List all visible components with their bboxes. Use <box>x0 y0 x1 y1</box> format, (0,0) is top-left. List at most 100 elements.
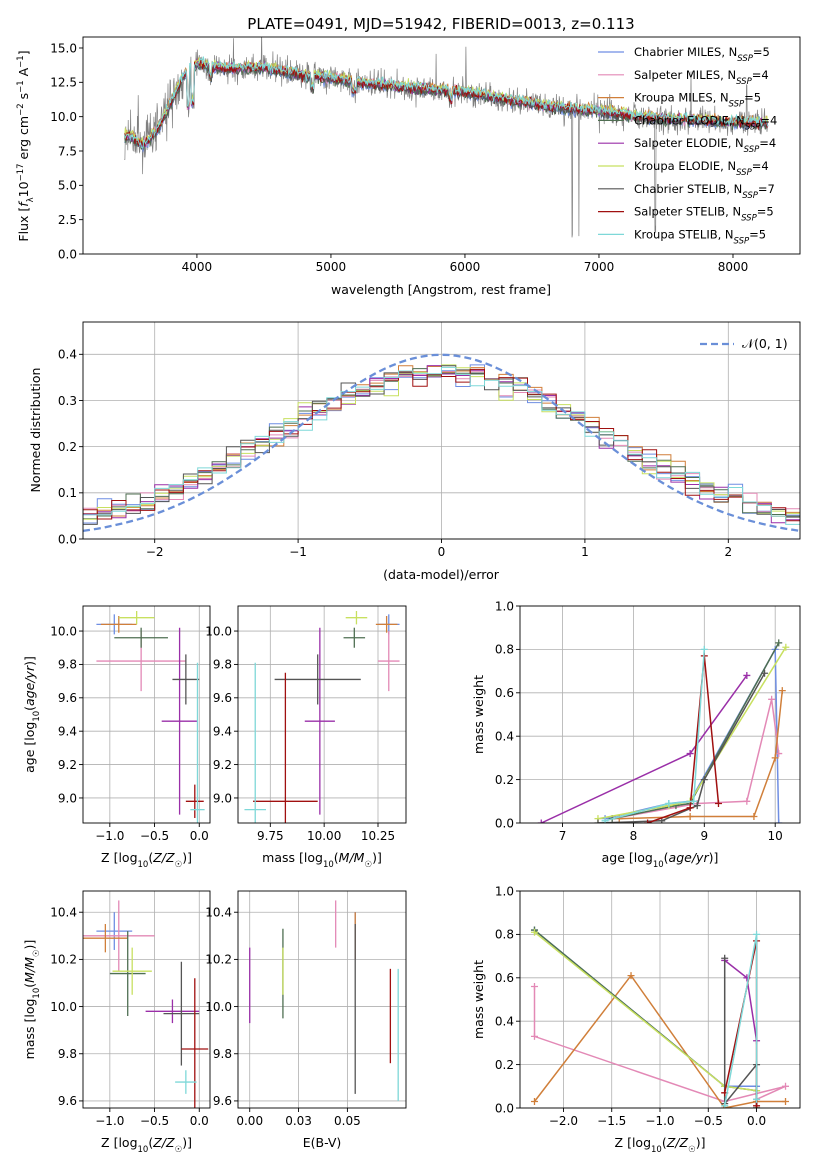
y-tick-label: 9.0 <box>58 791 77 805</box>
y-tick-label: 10.4 <box>205 906 232 920</box>
mass-weight-marker <box>753 1102 761 1108</box>
mass-weight-marker <box>693 802 701 810</box>
y-tick-label: 0.0 <box>58 532 77 546</box>
mass-weight-marker <box>537 819 545 823</box>
mass-weight-marker <box>743 671 751 679</box>
mass-weight-marker <box>686 750 694 758</box>
errorbar-point <box>190 662 205 823</box>
plot-area <box>537 639 790 823</box>
plot-area <box>124 37 769 238</box>
y-tick-label: 0.0 <box>58 247 77 261</box>
x-tick-label: 7 <box>559 829 567 843</box>
y-tick-label: 10.0 <box>50 624 77 638</box>
mass-weight-marker <box>761 669 769 677</box>
mass-weight-marker <box>530 982 538 990</box>
mass-weight-marker <box>775 819 783 823</box>
y-tick-label: 15.0 <box>50 41 77 55</box>
y-tick-label: 10.2 <box>50 953 77 967</box>
x-tick-label: 9 <box>700 829 708 843</box>
y-tick-label: 5.0 <box>58 179 77 193</box>
mass-weight-marker <box>778 687 786 695</box>
x-tick-label: 2 <box>724 545 732 559</box>
plot-area <box>83 900 209 1108</box>
errorbar-point <box>304 627 335 815</box>
plot-area <box>83 353 800 539</box>
axes-border <box>237 890 407 1109</box>
mass-weight-marker <box>601 817 609 823</box>
y-tick-label: 9.2 <box>213 758 232 772</box>
errorbar-point <box>181 978 209 1108</box>
x-tick-label: −1.0 <box>645 1114 674 1128</box>
mass-weight-marker <box>782 643 790 651</box>
x-axis-label: Z [log10(Z/Z☉)] <box>101 1135 192 1155</box>
gaussian-reference-curve <box>83 353 800 533</box>
legend-entry: Kroupa ELODIE, NSSP=4 <box>634 159 769 178</box>
x-tick-label: 0.0 <box>747 1114 766 1128</box>
y-tick-label: 9.0 <box>213 791 232 805</box>
y-tick-label: 9.4 <box>58 724 77 738</box>
errorbar-point <box>109 931 146 1017</box>
x-tick-label: 10.00 <box>307 829 341 843</box>
errorbar-point <box>343 627 366 648</box>
x-tick-label: −0.5 <box>140 1114 169 1128</box>
x-tick-label: 5000 <box>316 260 347 274</box>
x-tick-label: 6000 <box>450 260 481 274</box>
errorbar-point <box>378 631 400 692</box>
mass-weight-line <box>597 646 787 820</box>
x-tick-label: −0.5 <box>140 829 169 843</box>
y-tick-label: 2.5 <box>58 213 77 227</box>
y-tick-label: 0.2 <box>58 440 77 454</box>
observed-spectrum-line <box>124 37 769 238</box>
y-tick-label: 10.0 <box>205 624 232 638</box>
x-tick-label: 8000 <box>718 260 749 274</box>
y-tick-label: 0.3 <box>58 394 77 408</box>
errorbar-point <box>185 784 204 818</box>
x-tick-label: 8 <box>630 829 638 843</box>
residual-histogram <box>83 366 800 539</box>
x-tick-label: 10.25 <box>361 829 395 843</box>
mass-weight-marker <box>627 972 635 980</box>
legend-entry: Salpeter MILES, NSSP=4 <box>634 68 769 87</box>
plot-background <box>83 891 210 1108</box>
axes-frame: −1.0 −0.5 0.0 9.0 9.2 9.4 9.6 9.8 10.0 Z [log10(Z… <box>22 605 211 870</box>
mass-weight-line <box>647 655 720 823</box>
plot-area <box>244 611 400 823</box>
y-tick-label: 0.1 <box>58 486 77 500</box>
errorbar-point <box>114 627 168 648</box>
y-tick-label: 0.6 <box>495 971 514 985</box>
mass-weight-marker <box>686 812 694 820</box>
y-tick-label: 0.6 <box>495 686 514 700</box>
x-tick-label: 0.0 <box>190 1114 209 1128</box>
errorbar-point <box>83 924 128 953</box>
axes-spectrum: 4000 5000 6000 7000 8000 0.0 2.5 5.0 7.5 10.0 12.5… <box>16 36 801 297</box>
errorbar-point <box>145 999 200 1024</box>
y-tick-label: 0.2 <box>495 773 514 787</box>
y-tick-label: 0.2 <box>495 1058 514 1072</box>
axes-border <box>82 890 211 1109</box>
mass-weight-marker <box>594 819 602 823</box>
axes-massweight-vs-age: 7 8 9 10 0.0 0.2 0.4 0.6 0.8 1.0 age [log10(age/yr… <box>471 599 801 870</box>
plot-background <box>83 606 210 823</box>
mass-weight-marker <box>743 797 751 805</box>
legend-entry: Kroupa MILES, NSSP=5 <box>634 91 761 110</box>
y-tick-label: 9.6 <box>58 1094 77 1108</box>
axes-frame: −1.0 −0.5 0.0 9.6 9.8 10.0 10.2 10.4 Z [log10(Z/… <box>22 890 211 1155</box>
axes-frame: 9.75 10.00 10.25 9.0 9.2 9.4 9.6 9.8 10.0 mass [l… <box>205 605 407 870</box>
y-axis-label: age [log10(age/yr)] <box>22 656 42 773</box>
x-axis-label: E(B-V) <box>303 1135 342 1150</box>
plot-background <box>238 891 406 1108</box>
mass-weight-marker <box>753 930 761 938</box>
x-tick-label: −1.0 <box>95 829 124 843</box>
x-tick-label: 0.03 <box>285 1114 312 1128</box>
axes-age-vs-Z: −1.0 −0.5 0.0 9.0 9.2 9.4 9.6 9.8 10.0 Z [log10(Z… <box>22 605 211 870</box>
axes-mass-vs-EBV: 0.00 0.03 0.05 9.6 9.8 10.0 10.2 10.4 E(B-V) <box>205 890 407 1150</box>
y-tick-label: 9.6 <box>213 691 232 705</box>
errorbar-point <box>175 1070 197 1094</box>
errorbar-point <box>345 611 368 625</box>
y-tick-label: 1.0 <box>495 884 514 898</box>
mass-weight-marker <box>775 639 783 647</box>
mass-weight-line <box>533 974 786 1108</box>
legend-residuals: 𝒩(0, 1) <box>700 336 788 351</box>
mass-weight-marker <box>644 819 652 823</box>
